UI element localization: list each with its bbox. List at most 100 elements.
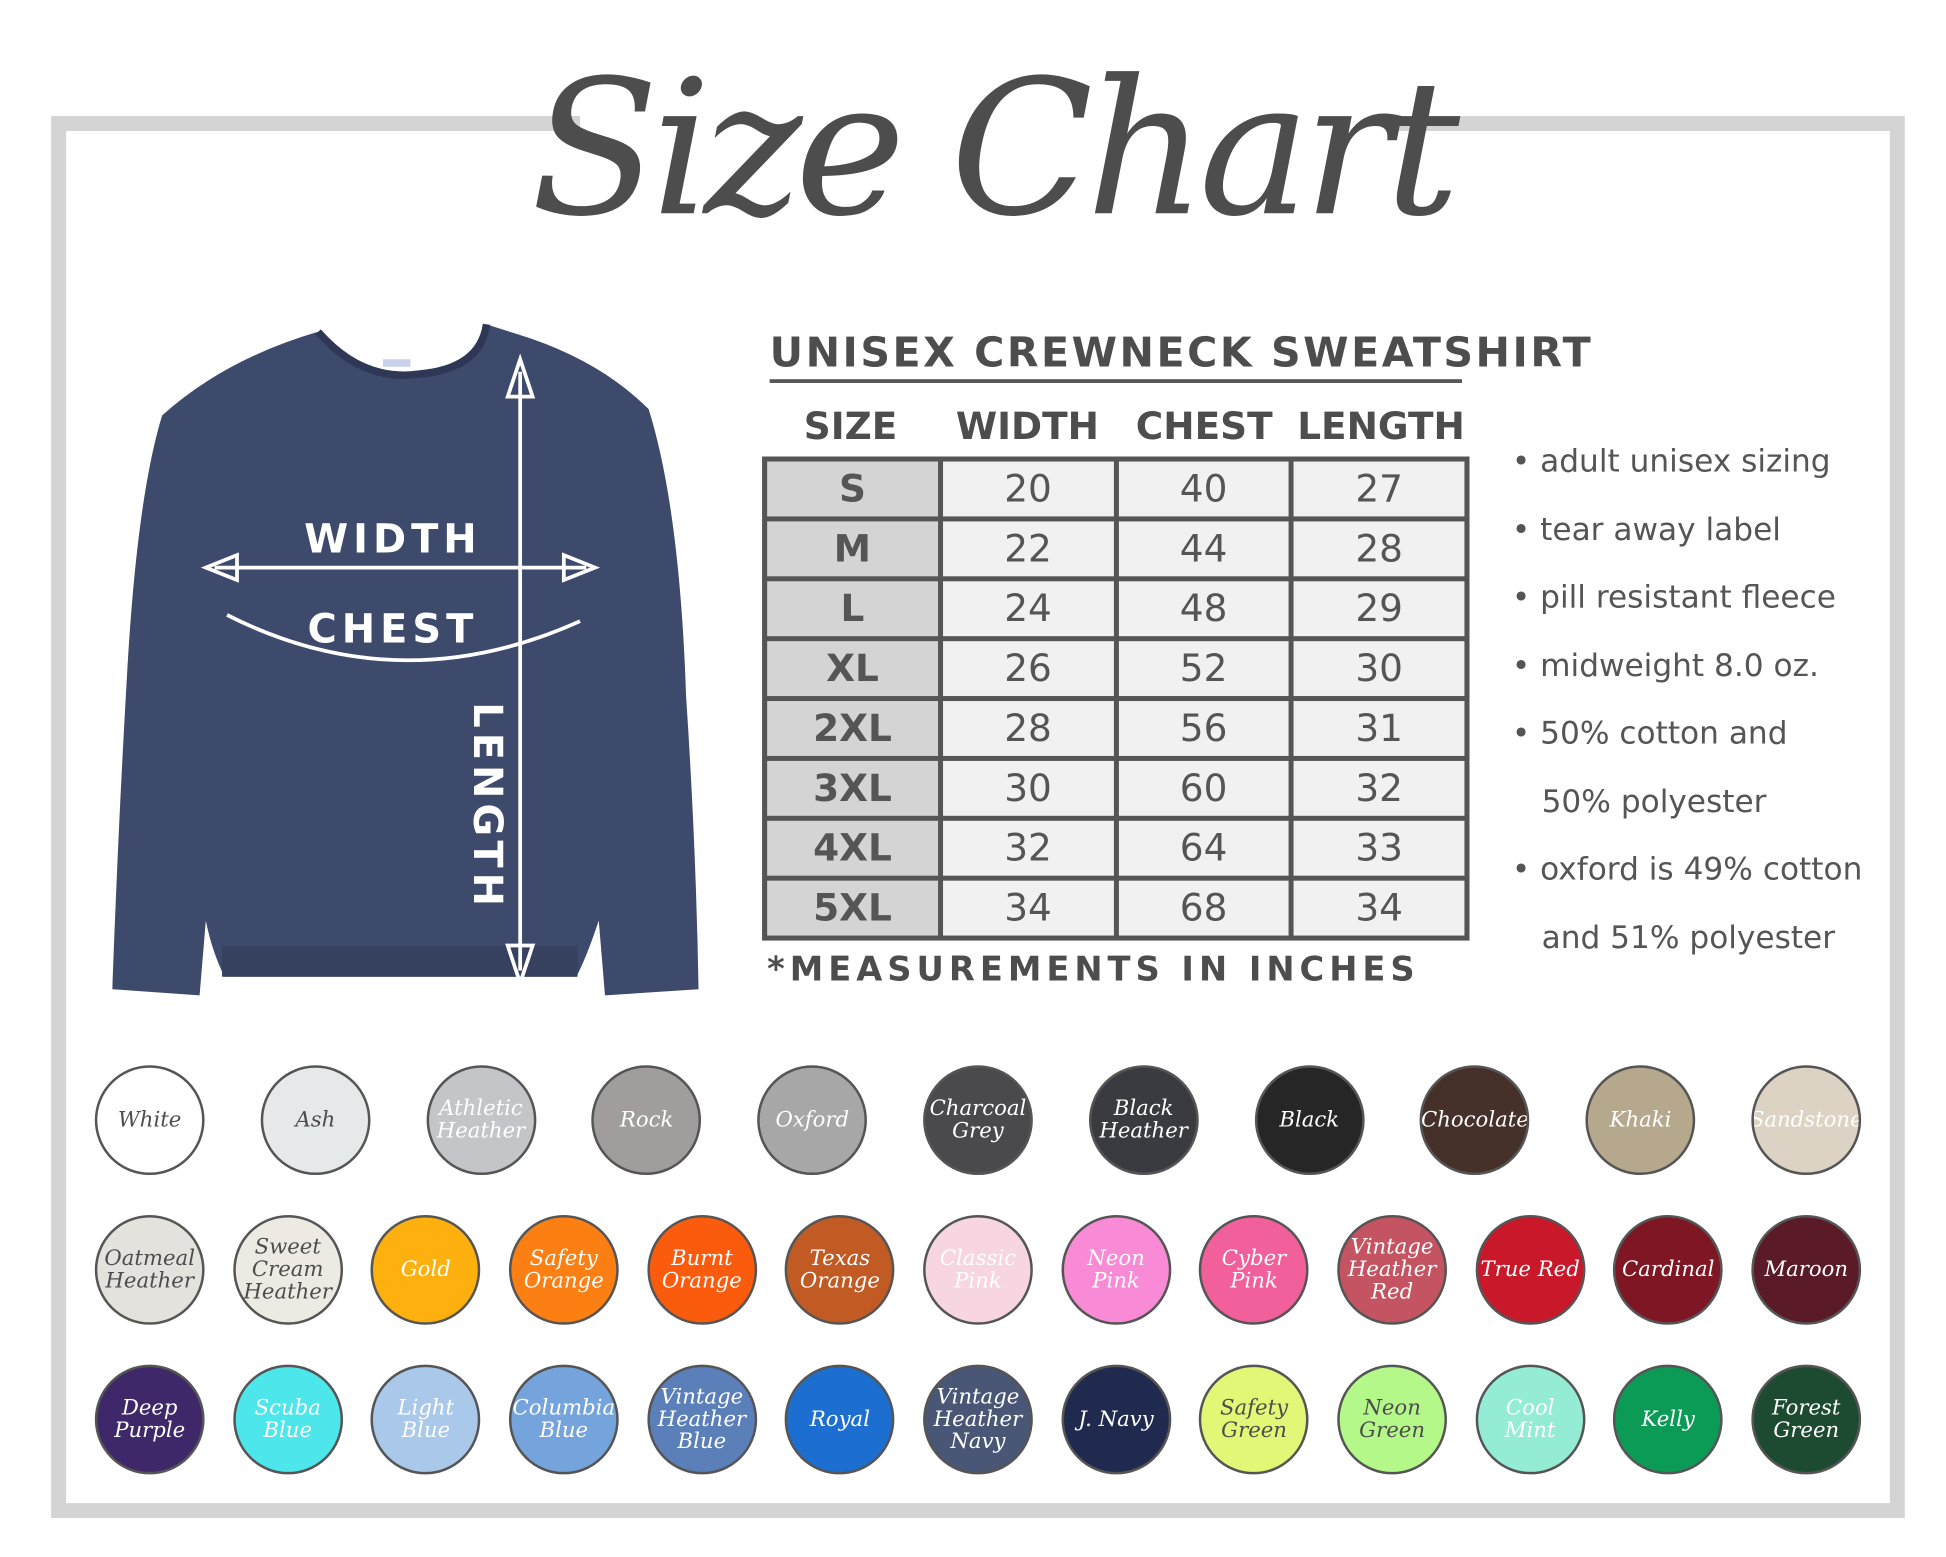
swatch-label: Safety Orange: [523, 1246, 604, 1294]
color-swatch[interactable]: Vintage Heather Blue: [646, 1364, 757, 1475]
color-swatch[interactable]: Sandstone: [1751, 1065, 1862, 1176]
swatch-label: Charcoal Grey: [929, 1096, 1027, 1144]
swatch-label: Sweet Cream Heather: [243, 1234, 333, 1305]
length-cell: 28: [1293, 521, 1465, 577]
size-cell: 5XL: [767, 880, 938, 936]
width-cell: 32: [942, 820, 1114, 876]
color-swatch[interactable]: Classic Pink: [923, 1214, 1033, 1325]
table-row: 2XL 28 56 31: [767, 701, 1465, 756]
table-row: S 20 40 27: [767, 461, 1465, 517]
color-swatch[interactable]: Cardinal: [1613, 1214, 1724, 1325]
color-swatch[interactable]: Safety Orange: [508, 1214, 619, 1325]
length-cell: 32: [1293, 760, 1465, 816]
swatch-label: Light Blue: [397, 1395, 455, 1444]
length-label: LENGTH: [464, 702, 510, 911]
color-swatch[interactable]: Burnt Orange: [646, 1214, 757, 1325]
length-cell: 29: [1293, 581, 1465, 637]
color-swatch[interactable]: Rock: [591, 1065, 702, 1176]
table-row: M 22 44 28: [767, 521, 1465, 577]
color-swatch[interactable]: Deep Purple: [94, 1364, 205, 1475]
width-cell: 28: [942, 701, 1114, 756]
chest-cell: 56: [1118, 701, 1289, 756]
chest-cell: 44: [1118, 521, 1289, 577]
color-swatch[interactable]: Light Blue: [370, 1364, 481, 1475]
color-swatch[interactable]: Ash: [260, 1065, 371, 1176]
color-swatch[interactable]: Kelly: [1613, 1364, 1724, 1475]
frame-gap: [580, 109, 1389, 140]
color-swatch[interactable]: White: [94, 1065, 205, 1176]
color-swatch[interactable]: Forest Green: [1751, 1364, 1862, 1475]
color-swatch[interactable]: Oxford: [757, 1065, 868, 1176]
color-swatch[interactable]: Columbia Blue: [508, 1364, 619, 1475]
swatch-label: Ash: [295, 1107, 336, 1133]
table-row: 3XL 30 60 32: [767, 760, 1465, 816]
color-swatch[interactable]: J. Navy: [1061, 1364, 1171, 1475]
color-swatch[interactable]: Texas Orange: [785, 1214, 895, 1325]
width-cell: 30: [942, 760, 1114, 816]
swatch-label: Cyber Pink: [1221, 1246, 1287, 1294]
color-swatch[interactable]: True Red: [1475, 1214, 1586, 1325]
swatch-label: Texas Orange: [799, 1246, 880, 1294]
color-swatch[interactable]: Cyber Pink: [1199, 1214, 1309, 1325]
swatch-label: Black Heather: [1099, 1096, 1188, 1144]
chest-cell: 52: [1118, 641, 1289, 697]
feature-item: • pill resistant fleece: [1511, 578, 1836, 615]
feature-item: • midweight 8.0 oz.: [1511, 646, 1819, 683]
measurement-footnote: *MEASUREMENTS IN INCHES: [767, 950, 1420, 990]
color-swatch[interactable]: Royal: [785, 1364, 895, 1475]
table-row: 4XL 32 64 33: [767, 820, 1465, 876]
swatch-label: Neon Pink: [1087, 1246, 1145, 1294]
color-swatch[interactable]: Maroon: [1751, 1214, 1862, 1325]
swatch-label: Chocolate: [1421, 1107, 1529, 1133]
color-swatch[interactable]: Sweet Cream Heather: [232, 1214, 343, 1325]
color-swatch[interactable]: Athletic Heather: [426, 1065, 536, 1176]
size-cell: 4XL: [767, 820, 938, 876]
chest-cell: 40: [1118, 461, 1289, 517]
feature-item: 50% polyester: [1511, 782, 1767, 819]
table-row: 5XL 34 68 34: [767, 880, 1465, 936]
color-swatch[interactable]: Vintage Heather Red: [1337, 1214, 1447, 1325]
color-swatch[interactable]: Black Heather: [1088, 1065, 1199, 1176]
table-header: SIZE WIDTH CHEST LENGTH: [762, 405, 1469, 449]
swatch-label: Black: [1279, 1107, 1340, 1133]
swatch-label: Khaki: [1609, 1107, 1672, 1133]
swatch-label: Vintage Heather Navy: [933, 1384, 1023, 1455]
swatch-label: Neon Green: [1359, 1395, 1426, 1444]
swatch-label: Safety Green: [1219, 1395, 1289, 1444]
color-swatch[interactable]: Vintage Heather Navy: [923, 1364, 1033, 1475]
color-swatch[interactable]: Charcoal Grey: [923, 1065, 1033, 1176]
swatch-label: Royal: [809, 1407, 870, 1433]
width-cell: 26: [942, 641, 1114, 697]
swatch-label: White: [118, 1107, 182, 1133]
color-swatch[interactable]: Khaki: [1585, 1065, 1696, 1176]
swatch-label: Cool Mint: [1504, 1395, 1556, 1444]
length-cell: 27: [1293, 461, 1465, 517]
swatch-label: Cardinal: [1621, 1257, 1715, 1283]
color-swatch[interactable]: Scuba Blue: [232, 1364, 343, 1475]
feature-list: • adult unisex sizing • tear away label • …: [1512, 428, 1862, 972]
size-cell: 3XL: [767, 760, 938, 816]
chest-label: CHEST: [308, 606, 479, 652]
feature-item: • adult unisex sizing: [1511, 442, 1831, 480]
color-swatch[interactable]: Black: [1254, 1065, 1365, 1176]
table-row: L 24 48 29: [767, 581, 1465, 637]
color-swatch[interactable]: Safety Green: [1199, 1364, 1309, 1475]
size-cell: S: [767, 461, 938, 517]
color-swatch[interactable]: Chocolate: [1420, 1065, 1530, 1176]
length-cell: 33: [1293, 820, 1465, 876]
size-cell: L: [767, 581, 938, 637]
swatch-label: Rock: [619, 1107, 674, 1133]
chest-cell: 48: [1118, 581, 1289, 637]
length-cell: 31: [1293, 701, 1465, 756]
chest-cell: 64: [1118, 820, 1289, 876]
color-swatch[interactable]: Neon Pink: [1061, 1214, 1171, 1325]
chest-cell: 60: [1118, 760, 1289, 816]
feature-item: • tear away label: [1511, 510, 1781, 547]
color-swatch[interactable]: Gold: [370, 1214, 481, 1325]
sweatshirt-image: WIDTH CHEST LENGTH: [112, 323, 699, 996]
table-row: XL 26 52 30: [767, 641, 1465, 697]
color-swatch[interactable]: Neon Green: [1337, 1364, 1447, 1475]
color-swatch[interactable]: Oatmeal Heather: [94, 1214, 205, 1325]
color-swatch[interactable]: Cool Mint: [1475, 1364, 1586, 1475]
header-chest: CHEST: [1135, 405, 1273, 450]
